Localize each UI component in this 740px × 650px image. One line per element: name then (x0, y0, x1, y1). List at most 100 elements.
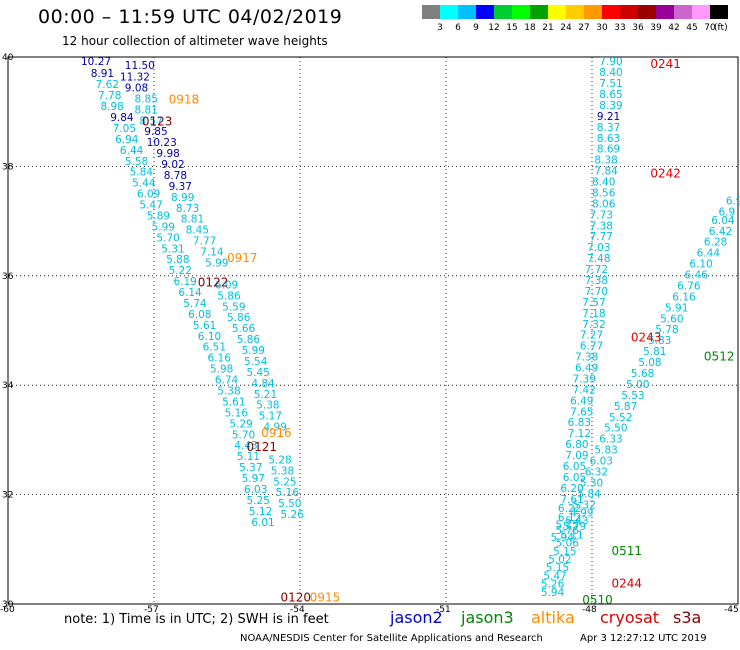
swh-value-label: 6.44 (120, 145, 144, 157)
swh-value-label: 5.53 (621, 390, 644, 402)
swh-value-label: 5.81 (643, 346, 666, 358)
swh-value-label: 5.50 (278, 498, 301, 510)
swh-value-label: 6.16 (208, 353, 232, 365)
swh-value-label: 6.19 (173, 276, 196, 288)
swh-value-label: 5.26 (281, 509, 305, 521)
swh-value-label: 5.99 (205, 258, 228, 270)
swh-value-label: 7.48 (587, 253, 610, 265)
swh-value-label: 5.86 (217, 290, 241, 302)
swh-value-label: 8.56 (592, 187, 616, 199)
swh-value-label: 5.83 (594, 445, 617, 457)
swh-value-label: 6.01 (251, 517, 274, 529)
swh-value-label: 8.40 (599, 67, 622, 79)
swh-value-label: 9.02 (161, 159, 184, 171)
swh-value-label: 5.84 (130, 167, 154, 179)
swh-value-label: 5.61 (222, 396, 245, 408)
colorbar-swatch (638, 5, 656, 19)
credit-text: NOAA/NESDIS Center for Satellite Applica… (240, 633, 543, 644)
swh-value-label: 7.38 (575, 352, 598, 364)
swh-value-label: 8.38 (594, 155, 617, 167)
swh-value-label: 6.09 (215, 279, 238, 291)
swh-value-label: 6.10 (689, 259, 712, 271)
swh-value-label: 10.23 (147, 137, 177, 149)
swh-value-label: 8.73 (176, 203, 199, 215)
pass-time-label: 0917 (227, 251, 258, 265)
colorbar-swatch (584, 5, 602, 19)
swh-value-label: 10.27 (81, 56, 111, 68)
swh-value-label: 6.94 (115, 134, 139, 146)
swh-value-label: 6.05 (563, 461, 586, 473)
swh-value-label: 6.22 (558, 503, 581, 515)
swh-value-label: 8.63 (597, 133, 620, 145)
swh-value-label: 5.25 (246, 495, 269, 507)
swh-value-label: 9.21 (597, 111, 620, 123)
swh-value-label: 5.30 (580, 477, 603, 489)
swh-value-label: 4.43 (234, 440, 257, 452)
swh-value-label: 5.68 (631, 368, 654, 380)
swh-value-label: 5.15 (546, 562, 569, 574)
swh-value-label: 5.21 (254, 389, 277, 401)
colorbar-swatch (710, 5, 728, 19)
colorbar-label: 21 (542, 23, 554, 33)
swh-value-label: 5.00 (626, 379, 649, 391)
swh-value-label: 5.16 (225, 407, 249, 419)
pass-time-label: 0120 (281, 590, 312, 604)
swh-value-label: 5.61 (193, 320, 216, 332)
swh-value-label: 9.85 (144, 126, 167, 138)
swh-value-label: 8.78 (164, 170, 187, 182)
pass-time-label: 0241 (650, 57, 681, 71)
swh-value-label: 7.14 (200, 247, 224, 259)
swh-value-label: 7.72 (585, 264, 608, 276)
swh-value-label: 5.45 (246, 367, 269, 379)
pass-time-label: 0244 (611, 577, 642, 591)
colorbar-swatch (548, 5, 566, 19)
swh-value-label: 5.98 (210, 364, 233, 376)
swh-value-label: 5.52 (609, 412, 632, 424)
swh-value-label: 6.14 (178, 287, 202, 299)
swh-value-label: 5.66 (232, 323, 256, 335)
swh-value-label: 6.77 (580, 341, 603, 353)
swh-value-label: 5.06 (556, 538, 580, 550)
swh-value-label: 5.17 (259, 411, 282, 423)
swh-value-label: 5.86 (227, 312, 251, 324)
swh-value-label: 11.50 (125, 60, 155, 72)
satellite-legend-jason2: jason2 (390, 608, 443, 627)
swh-value-label: 6.51 (203, 342, 226, 354)
swh-value-label: 7.70 (585, 286, 608, 298)
swh-value-label: 8.85 (135, 93, 158, 105)
page-title: 00:00 – 11:59 UTC 04/02/2019 (38, 6, 343, 28)
swh-value-label: 5.12 (249, 506, 272, 518)
swh-value-label: 5.38 (217, 385, 240, 397)
swh-value-label: 5.94 (551, 532, 575, 544)
colorbar-swatch (674, 5, 692, 19)
swh-value-label: 5.97 (242, 473, 265, 485)
pass-time-label: 0918 (169, 92, 200, 106)
y-tick-label: 30 (2, 600, 14, 610)
swh-value-label: 9.08 (125, 82, 148, 94)
swh-value-label: 8.06 (592, 198, 616, 210)
pass-time-label: 0123 (142, 114, 173, 128)
swh-value-label: 5.37 (239, 462, 262, 474)
swh-value-label: 8.40 (592, 177, 615, 189)
colorbar-swatch (566, 5, 584, 19)
swh-value-label: 6.32 (585, 466, 608, 478)
swh-value-label: 6.28 (704, 237, 727, 249)
colorbar-swatch (656, 5, 674, 19)
swh-value-label: 7.18 (582, 308, 605, 320)
swh-value-label: 5.15 (553, 546, 576, 558)
swh-value-label: 5.76 (556, 525, 580, 537)
swh-value-label: 5.11 (560, 529, 583, 541)
swh-value-label: 7.05 (113, 123, 136, 135)
swh-value-label: 4.99 (264, 422, 287, 434)
colorbar-swatch (476, 5, 494, 19)
footer-note: note: 1) Time is in UTC; 2) SWH is in fe… (64, 612, 329, 627)
y-tick-label: 36 (2, 272, 14, 282)
swh-value-label: 8.39 (599, 100, 622, 112)
swh-value-label: 7.77 (590, 231, 613, 243)
colorbar-swatch (530, 5, 548, 19)
satellite-legend-s3a: s3a (673, 608, 702, 627)
swh-value-label: 7.38 (585, 275, 608, 287)
swh-value-label: 5.47 (139, 200, 162, 212)
swh-value-label: 5.70 (156, 232, 179, 244)
swh-value-label: 5.38 (256, 400, 279, 412)
